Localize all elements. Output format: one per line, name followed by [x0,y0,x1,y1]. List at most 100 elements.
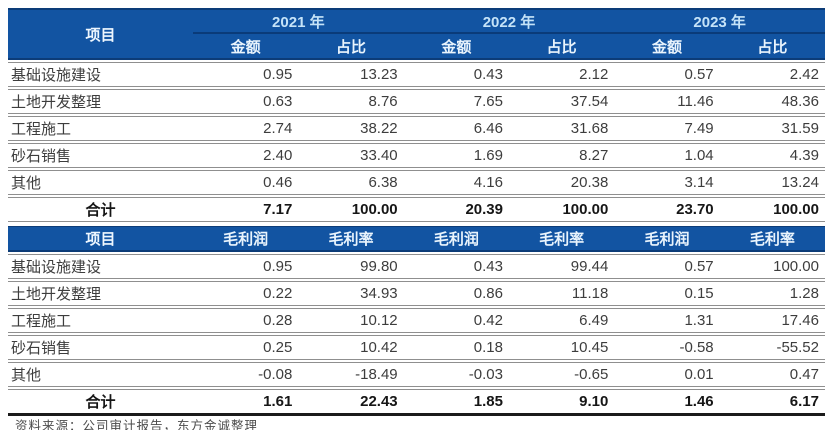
subheader-share-2021: 占比 [335,38,366,56]
item-label: 基础设施建设 [11,67,102,84]
value-cell: 13.23 [360,66,398,83]
value-cell: 0.46 [263,174,293,191]
value-cell: 0.86 [473,285,503,302]
item-label: 其他 [11,367,42,384]
total-value-cell: 9.10 [579,393,609,410]
value-cell: 0.43 [473,258,503,275]
value-cell: -0.08 [258,366,293,383]
value-cell: 7.65 [473,93,503,110]
total-row: 合计 7.17 100.00 20.39 100.00 23.70 100.00 [8,197,825,222]
value-cell: -55.52 [776,339,819,356]
subheader-gross-margin-2023: 毛利率 [749,231,795,248]
subheader-gross-profit-2022: 毛利润 [433,231,479,248]
subheader-share-2023: 占比 [757,38,788,56]
value-cell: 34.93 [360,285,398,302]
total-value-cell: 20.39 [465,201,503,218]
year-header-2023: 2023 年 [614,10,825,34]
year-header-2022: 2022 年 [403,10,615,34]
table-row: 砂石销售 2.40 33.40 1.69 8.27 1.04 4.39 [8,143,825,168]
item-column-header: 项目 [85,231,116,248]
table-row: 土地开发整理 0.22 34.93 0.86 11.18 0.15 1.28 [8,281,825,306]
total-label: 合计 [85,394,116,411]
value-cell: 11.18 [571,285,609,302]
value-cell: 20.38 [570,174,609,191]
item-label: 砂石销售 [11,340,72,357]
value-cell: 6.46 [473,120,503,137]
value-cell: 99.44 [570,258,609,275]
item-label: 其他 [11,175,42,192]
item-label: 土地开发整理 [11,286,102,303]
value-cell: 4.39 [789,147,819,164]
item-label: 工程施工 [11,313,72,330]
value-cell: 0.63 [263,93,293,110]
financial-tables: 项目 2021 年 2022 年 2023 年 金额 占比 金额 占比 金额 占… [8,8,825,430]
value-cell: 0.28 [263,312,293,329]
value-cell: 13.24 [781,174,819,191]
value-cell: 38.22 [360,120,398,137]
value-cell: 2.12 [579,66,609,83]
table-row: 其他 -0.08 -18.49 -0.03 -0.65 0.01 0.47 [8,362,825,387]
subheader-share-2022: 占比 [546,38,577,56]
table-row: 基础设施建设 0.95 99.80 0.43 99.44 0.57 100.00 [8,254,825,279]
value-cell: 3.14 [684,174,714,191]
value-cell: 6.49 [579,312,609,329]
total-value-cell: 1.61 [263,393,293,410]
item-column-header: 项目 [85,26,116,44]
total-value-cell: 23.70 [676,201,714,218]
value-cell: 0.95 [263,66,293,83]
value-cell: 31.68 [570,120,609,137]
value-cell: 37.54 [570,93,609,110]
total-value-cell: 22.43 [360,393,398,410]
value-cell: 1.31 [684,312,714,329]
total-row: 合计 1.61 22.43 1.85 9.10 1.46 6.17 [8,389,825,416]
total-value-cell: 1.85 [473,393,503,410]
value-cell: 0.25 [263,339,293,356]
revenue-table-header: 项目 2021 年 2022 年 2023 年 金额 占比 金额 占比 金额 占… [8,8,825,60]
value-cell: 10.45 [570,339,609,356]
table-row: 土地开发整理 0.63 8.76 7.65 37.54 11.46 48.36 [8,89,825,114]
total-value-cell: 100.00 [351,201,398,218]
value-cell: 0.57 [684,66,714,83]
value-cell: 99.80 [360,258,398,275]
value-cell: 2.74 [263,120,293,137]
total-value-cell: 7.17 [263,201,293,218]
subheader-gross-profit-2021: 毛利润 [223,231,269,248]
value-cell: 1.69 [473,147,503,164]
total-label: 合计 [85,202,116,219]
gross-profit-table-header: 项目 毛利润 毛利率 毛利润 毛利率 毛利润 毛利率 [8,226,825,252]
table-row: 基础设施建设 0.95 13.23 0.43 2.12 0.57 2.42 [8,62,825,87]
value-cell: 2.40 [263,147,293,164]
table-row: 工程施工 0.28 10.12 0.42 6.49 1.31 17.46 [8,308,825,333]
value-cell: 11.46 [677,93,714,110]
value-cell: 31.59 [781,120,819,137]
value-cell: 0.47 [789,366,819,383]
subheader-amount-2021: 金额 [230,38,261,56]
value-cell: 0.95 [263,258,293,275]
value-cell: 4.16 [473,174,503,191]
item-label: 工程施工 [11,121,72,138]
value-cell: 0.57 [684,258,714,275]
value-cell: 1.04 [684,147,714,164]
subheader-amount-2023: 金额 [651,38,682,56]
value-cell: 0.01 [684,366,714,383]
table-row: 工程施工 2.74 38.22 6.46 31.68 7.49 31.59 [8,116,825,141]
value-cell: 0.18 [473,339,503,356]
table-row: 其他 0.46 6.38 4.16 20.38 3.14 13.24 [8,170,825,195]
item-label: 砂石销售 [11,148,72,165]
year-header-2021: 2021 年 [193,10,404,34]
value-cell: 10.12 [360,312,398,329]
value-cell: 17.46 [781,312,819,329]
value-cell: 0.22 [263,285,293,302]
total-value-cell: 100.00 [562,201,609,218]
value-cell: 8.76 [368,93,398,110]
subheader-amount-2022: 金额 [441,38,472,56]
value-cell: 0.42 [473,312,503,329]
value-cell: 33.40 [360,147,398,164]
value-cell: -0.58 [679,339,714,356]
subheader-gross-margin-2022: 毛利率 [539,231,585,248]
source-note: 资料来源：公司审计报告，东方金诚整理 [15,419,259,430]
total-value-cell: 1.46 [684,393,714,410]
value-cell: 2.42 [789,66,819,83]
value-cell: 0.15 [684,285,714,302]
item-label: 基础设施建设 [11,259,102,276]
